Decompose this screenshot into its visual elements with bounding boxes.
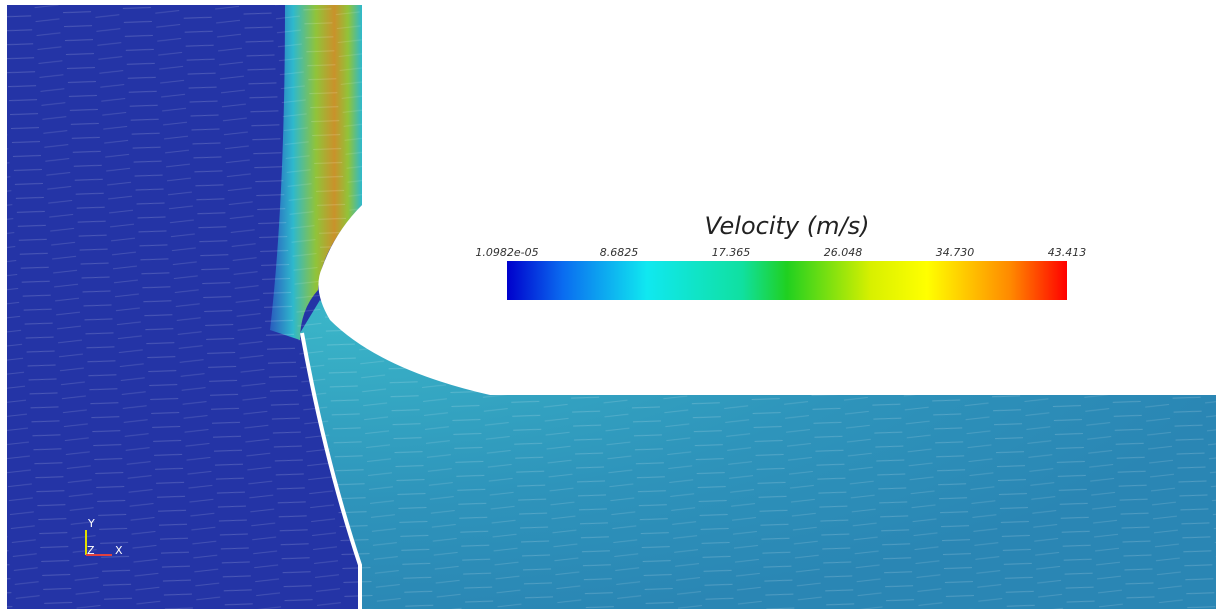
- x-axis-label: X: [115, 544, 123, 557]
- y-axis-label: Y: [87, 517, 95, 530]
- z-axis-label: Z: [87, 544, 95, 557]
- legend-title: Velocity (m/s): [705, 212, 870, 240]
- colorbar-tick-label: 1.0982e-05: [475, 246, 538, 259]
- visualization: Velocity (m/s) 1.0982e-05 8.6825 17.365 26.…: [0, 0, 1216, 609]
- colorbar-tick-label: 8.6825: [600, 246, 639, 259]
- colorbar-tick-label: 17.365: [712, 246, 751, 259]
- colorbar-tick-label: 43.413: [1048, 246, 1087, 259]
- solid-body: [318, 0, 1216, 395]
- colorbar-tick-label: 34.730: [936, 246, 975, 259]
- colorbar: [507, 261, 1067, 300]
- colorbar-tick-label: 26.048: [824, 246, 863, 259]
